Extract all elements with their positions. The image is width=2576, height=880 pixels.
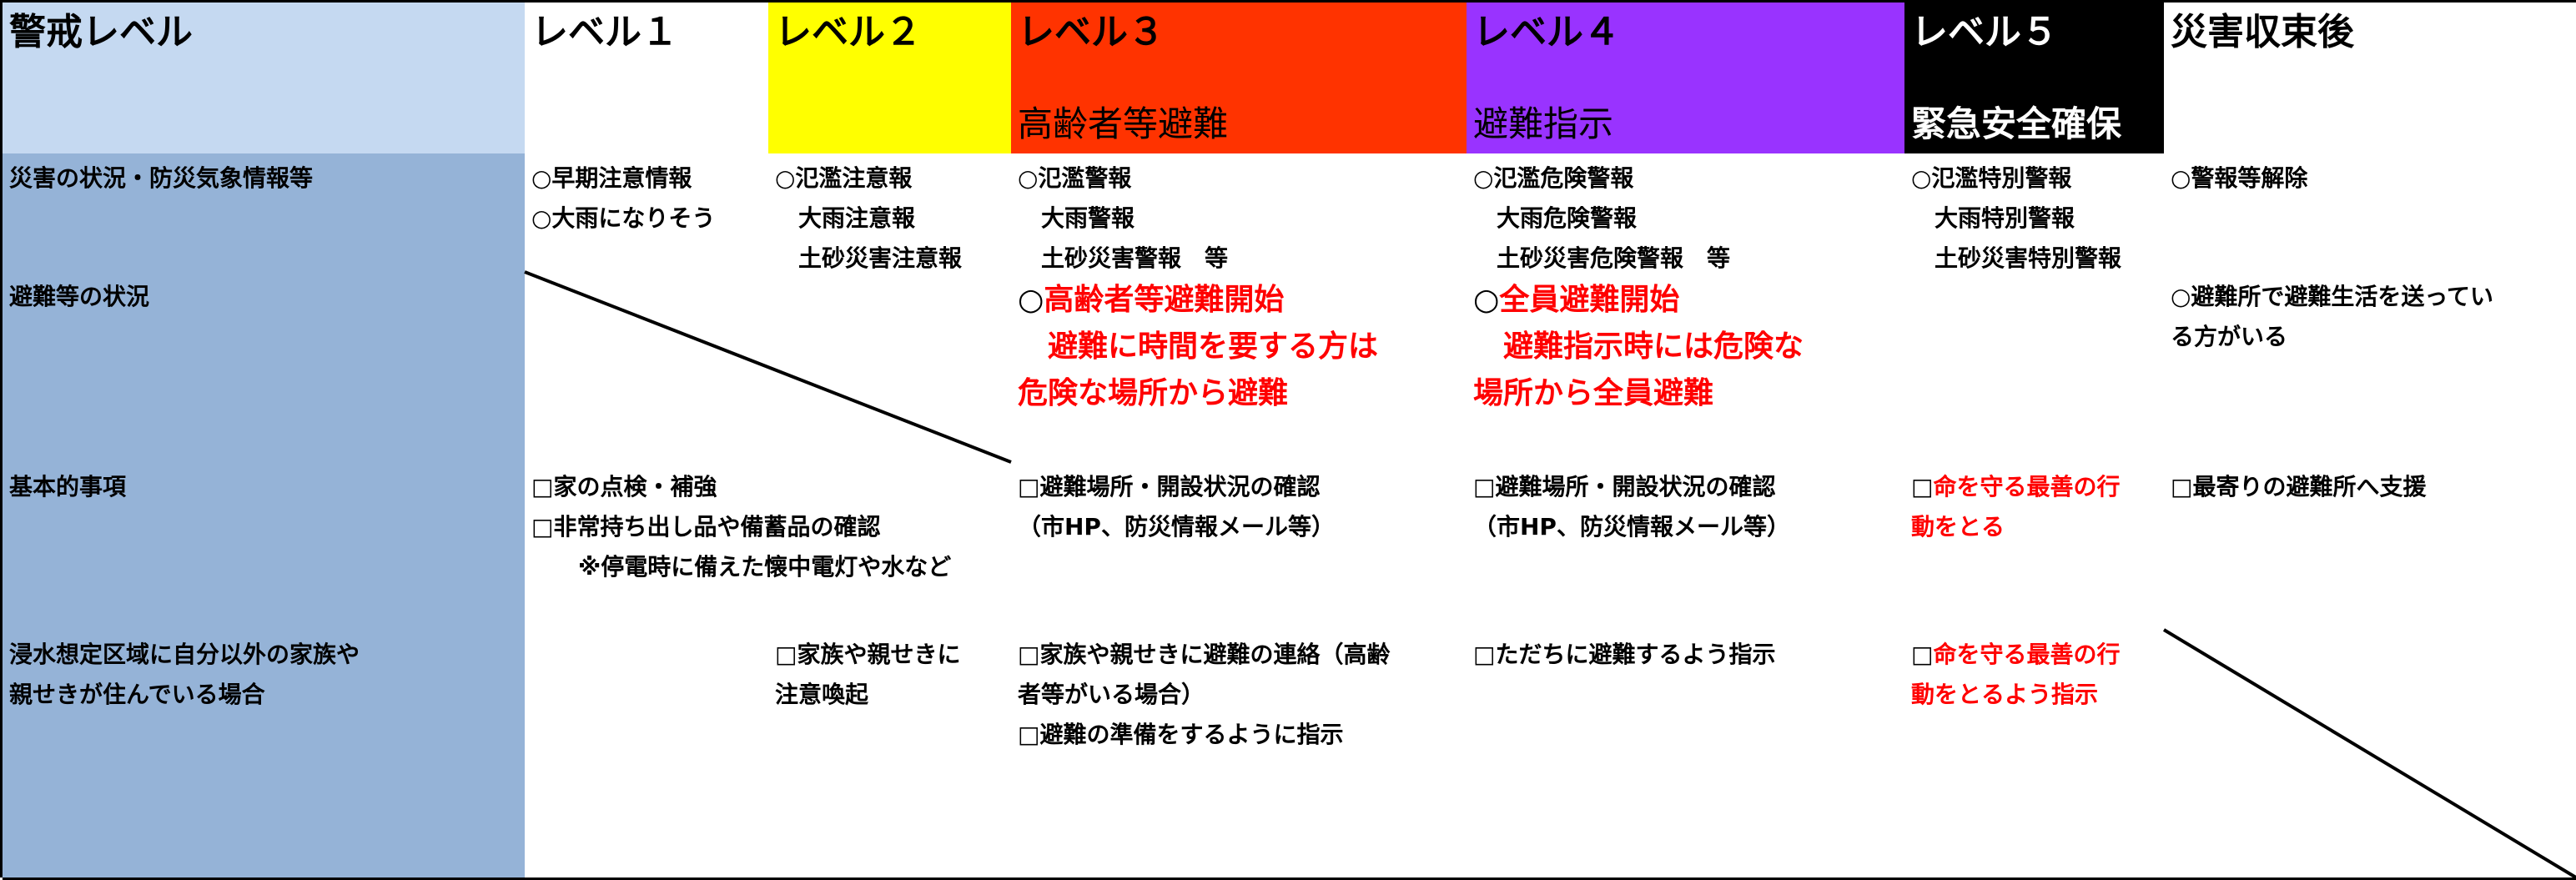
content-cell — [525, 272, 1014, 465]
content-cell: ○氾濫警報 大雨警報 土砂災害警報 等 — [1011, 153, 1469, 274]
line-text: 全員避難開始 — [1499, 283, 1680, 317]
row-label: 基本的事項 — [9, 473, 127, 500]
cell-line: 避難指示時には危険な — [1473, 329, 1804, 364]
row-label: 避難等の状況 — [9, 283, 150, 310]
content-cell: □家の点検・補強 □非常持ち出し品や備蓄品の確認 ※停電時に備えた懐中電灯や水など — [525, 462, 1014, 632]
content-cell: □避難場所・開設状況の確認 （市HP、防災情報メール等） — [1011, 462, 1469, 632]
content-cell: ○氾濫注意報 大雨注意報 土砂災害注意報 — [768, 153, 1014, 274]
header-label: 警戒レベル — [9, 11, 193, 53]
content-cell: ○氾濫危険警報 大雨危険警報 土砂災害危険警報 等 — [1467, 153, 1907, 274]
bullet: ○ — [1473, 283, 1500, 317]
cell-line: 大雨注意報 — [775, 204, 916, 232]
content-cell: □命を守る最善の行動をとるよう指示 — [1904, 630, 2166, 880]
level-title: レベル２ — [775, 11, 922, 53]
content-cell: ○早期注意情報 ○大雨になりそう — [525, 153, 771, 274]
cell-line: ○氾濫特別警報 — [1911, 164, 2072, 192]
line-text: 命を守る最善の行 — [1933, 473, 2121, 500]
level-header-cell: レベル３ 高齢者等避難 — [1011, 3, 1469, 156]
level-subtitle: 高齢者等避難 — [1018, 103, 1229, 144]
cell-line: 大雨特別警報 — [1911, 204, 2075, 232]
cell-line: ○全員避難開始 — [1473, 277, 1898, 324]
level-header-cell: レベル５ 緊急安全確保 — [1904, 3, 2166, 156]
cell-line: □ただちに避難するよう指示 — [1473, 641, 1776, 668]
level-header-cell: レベル２ — [768, 3, 1014, 156]
cell-line: □命を守る最善の行 — [1911, 467, 2157, 507]
content-cell — [525, 630, 771, 880]
row-label-cell: 避難等の状況 — [3, 272, 527, 465]
cell-line: □家の点検・補強 — [531, 473, 717, 500]
level-subtitle: 避難指示 — [1473, 103, 1614, 144]
row-label: 浸水想定区域に自分以外の家族や — [9, 641, 360, 668]
header-label-cell: 警戒レベル — [3, 3, 527, 156]
bullet: ○ — [1018, 283, 1044, 317]
cell-line: 大雨危険警報 — [1473, 204, 1638, 232]
level-header-cell: 災害収束後 — [2164, 3, 2576, 156]
content-cell: □最寄りの避難所へ支援 — [2164, 462, 2576, 632]
cell-line: 土砂災害警報 等 — [1018, 244, 1229, 272]
cell-line: □非常持ち出し品や備蓄品の確認 — [531, 513, 881, 541]
content-cell — [2164, 630, 2576, 880]
cell-line: 注意喚起 — [775, 681, 869, 708]
content-cell: □命を守る最善の行動をとる — [1904, 462, 2166, 632]
level-header-cell: レベル４ 避難指示 — [1467, 3, 1907, 156]
cell-line: ○大雨になりそう — [531, 204, 716, 232]
content-cell: □家族や親せきに 注意喚起 — [768, 630, 1014, 880]
row-label: 災害の状況・防災気象情報等 — [9, 164, 314, 192]
bullet: □ — [1911, 473, 1934, 500]
cell-line: 動をとる — [1911, 513, 2005, 541]
content-cell: ○高齢者等避難開始 避難に時間を要する方は 危険な場所から避難 — [1011, 272, 1469, 465]
cell-line: □最寄りの避難所へ支援 — [2171, 473, 2427, 500]
cell-line: □避難場所・開設状況の確認 — [1473, 473, 1776, 500]
content-cell: □家族や親せきに避難の連絡（高齢 者等がいる場合） □避難の準備をするように指示 — [1011, 630, 1469, 880]
line-text: 命を守る最善の行 — [1933, 641, 2121, 668]
cell-line: ○氾濫危険警報 — [1473, 164, 1634, 192]
content-cell: □避難場所・開設状況の確認 （市HP、防災情報メール等） — [1467, 462, 1907, 632]
content-cell: ○氾濫特別警報 大雨特別警報 土砂災害特別警報 — [1904, 153, 2166, 274]
bullet: □ — [1911, 641, 1934, 668]
row-label-cell: 災害の状況・防災気象情報等 — [3, 153, 527, 274]
cell-line: ○避難所で避難生活を送ってい — [2171, 283, 2494, 310]
cell-line: 土砂災害注意報 — [775, 244, 963, 272]
cell-line: 土砂災害危険警報 等 — [1473, 244, 1731, 272]
cell-line: ○高齢者等避難開始 — [1018, 277, 1460, 324]
cell-line: 危険な場所から避難 — [1018, 376, 1289, 410]
cell-line: 動をとるよう指示 — [1911, 681, 2099, 708]
level-subtitle: 緊急安全確保 — [1911, 103, 2122, 144]
cell-line: ○氾濫警報 — [1018, 164, 1132, 192]
cell-line: □命を守る最善の行 — [1911, 635, 2157, 675]
content-cell: ○全員避難開始 避難指示時には危険な 場所から全員避難 — [1467, 272, 1907, 465]
cell-line: 土砂災害特別警報 — [1911, 244, 2122, 272]
row-label: 親せきが住んでいる場合 — [9, 681, 265, 708]
level-title: レベル４ — [1473, 11, 1620, 53]
cell-line: （市HP、防災情報メール等） — [1018, 513, 1335, 541]
cell-line: 避難に時間を要する方は — [1018, 329, 1379, 364]
cell-line: ○早期注意情報 — [531, 164, 692, 192]
cell-line: ○氾濫注意報 — [775, 164, 913, 192]
level-title: レベル１ — [531, 11, 678, 53]
level-title: レベル５ — [1911, 11, 2058, 53]
line-text: 高齢者等避難開始 — [1044, 283, 1285, 317]
cell-line: （市HP、防災情報メール等） — [1473, 513, 1790, 541]
content-cell: ○警報等解除 — [2164, 153, 2576, 274]
cell-line: ○警報等解除 — [2171, 164, 2308, 192]
level-header-cell: レベル１ — [525, 3, 771, 156]
cell-line: る方がいる — [2171, 323, 2288, 350]
cell-line: ※停電時に備えた懐中電灯や水など — [531, 553, 952, 581]
cell-line: □家族や親せきに避難の連絡（高齢 — [1018, 641, 1391, 668]
row-label-cell: 基本的事項 — [3, 462, 527, 632]
cell-line: □避難場所・開設状況の確認 — [1018, 473, 1321, 500]
cell-line: 者等がいる場合） — [1018, 681, 1205, 708]
content-cell — [1904, 272, 2166, 465]
level-title: レベル３ — [1018, 11, 1165, 53]
level-title: 災害収束後 — [2171, 11, 2354, 53]
row-label-cell: 浸水想定区域に自分以外の家族や 親せきが住んでいる場合 — [3, 630, 527, 880]
content-cell: □ただちに避難するよう指示 — [1467, 630, 1907, 880]
cell-line: 大雨警報 — [1018, 204, 1135, 232]
cell-line: □家族や親せきに — [775, 641, 961, 668]
cell-line: □避難の準備をするように指示 — [1018, 721, 1344, 748]
cell-line: 場所から全員避難 — [1473, 376, 1714, 410]
content-cell: ○避難所で避難生活を送ってい る方がいる — [2164, 272, 2576, 465]
